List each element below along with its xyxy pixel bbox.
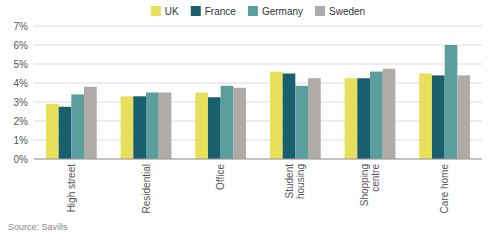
bar: [419, 74, 432, 160]
y-tick-label: 0%: [14, 154, 29, 165]
x-tick-label: Residential: [141, 164, 152, 213]
bar: [121, 96, 134, 159]
bar: [308, 78, 321, 159]
bar: [432, 75, 445, 159]
y-tick-label: 4%: [14, 78, 29, 89]
legend: UK France Germany Sweden: [151, 6, 365, 17]
x-tick-label: Shoppingcentre: [359, 164, 381, 207]
x-tick-label-line: Care home: [439, 164, 450, 214]
bar: [370, 72, 383, 159]
bar: [221, 86, 234, 159]
grid-line: [34, 83, 482, 84]
x-tick-label-line: Residential: [141, 164, 152, 213]
grid-line: [34, 121, 482, 122]
legend-swatch: [151, 6, 161, 16]
grid-line: [34, 140, 482, 141]
bar: [133, 96, 146, 159]
x-tick-label: Care home: [439, 164, 450, 214]
bar: [59, 107, 72, 159]
x-tick-label: Studenthousing: [284, 164, 306, 199]
bar: [383, 69, 396, 159]
bar: [457, 75, 470, 159]
x-axis-line: [34, 159, 482, 160]
x-tick-label-line: High street: [66, 164, 77, 213]
bar: [146, 93, 159, 160]
x-tick-label-line: Shopping: [359, 164, 370, 206]
legend-swatch: [315, 6, 325, 16]
grid-line: [34, 45, 482, 46]
bar: [208, 97, 221, 159]
x-tick-label: High street: [66, 164, 77, 213]
y-tick-label: 3%: [14, 97, 29, 108]
bar: [270, 72, 283, 159]
legend-label: Germany: [262, 6, 303, 17]
grid-line: [34, 102, 482, 103]
x-tick-label-line: Student: [284, 164, 295, 199]
bar: [445, 45, 458, 159]
x-tick-label: Office: [215, 164, 226, 190]
source-note: Source: Savills: [8, 222, 68, 232]
bar: [195, 93, 208, 160]
grid-line: [34, 64, 482, 65]
grid-line: [34, 26, 482, 27]
bar: [71, 94, 84, 159]
bar: [357, 78, 370, 159]
bar: [345, 78, 358, 159]
x-tick-label-line: housing: [295, 164, 306, 199]
y-tick-label: 5%: [14, 59, 29, 70]
bars: [46, 45, 470, 159]
y-tick-label: 6%: [14, 40, 29, 51]
y-tick-label: 1%: [14, 135, 29, 146]
grid-line: [34, 159, 482, 160]
legend-label: UK: [165, 6, 179, 17]
legend-label: France: [205, 6, 237, 17]
legend-label: Sweden: [329, 6, 365, 17]
bar: [46, 104, 59, 159]
legend-swatch: [191, 6, 201, 16]
chart: 0% 1% 2% 3% 4% 5% 6% 7% High street Residential Of…: [0, 0, 492, 235]
y-tick-label: 7%: [14, 21, 29, 32]
bar: [283, 74, 296, 160]
bar: [233, 88, 246, 159]
x-tick-label-line: centre: [370, 164, 381, 192]
y-tick-label: 2%: [14, 116, 29, 127]
bar: [295, 86, 308, 159]
x-tick-label-line: Office: [215, 164, 226, 190]
legend-swatch: [248, 6, 258, 16]
bar: [159, 93, 172, 160]
bar: [84, 87, 97, 159]
